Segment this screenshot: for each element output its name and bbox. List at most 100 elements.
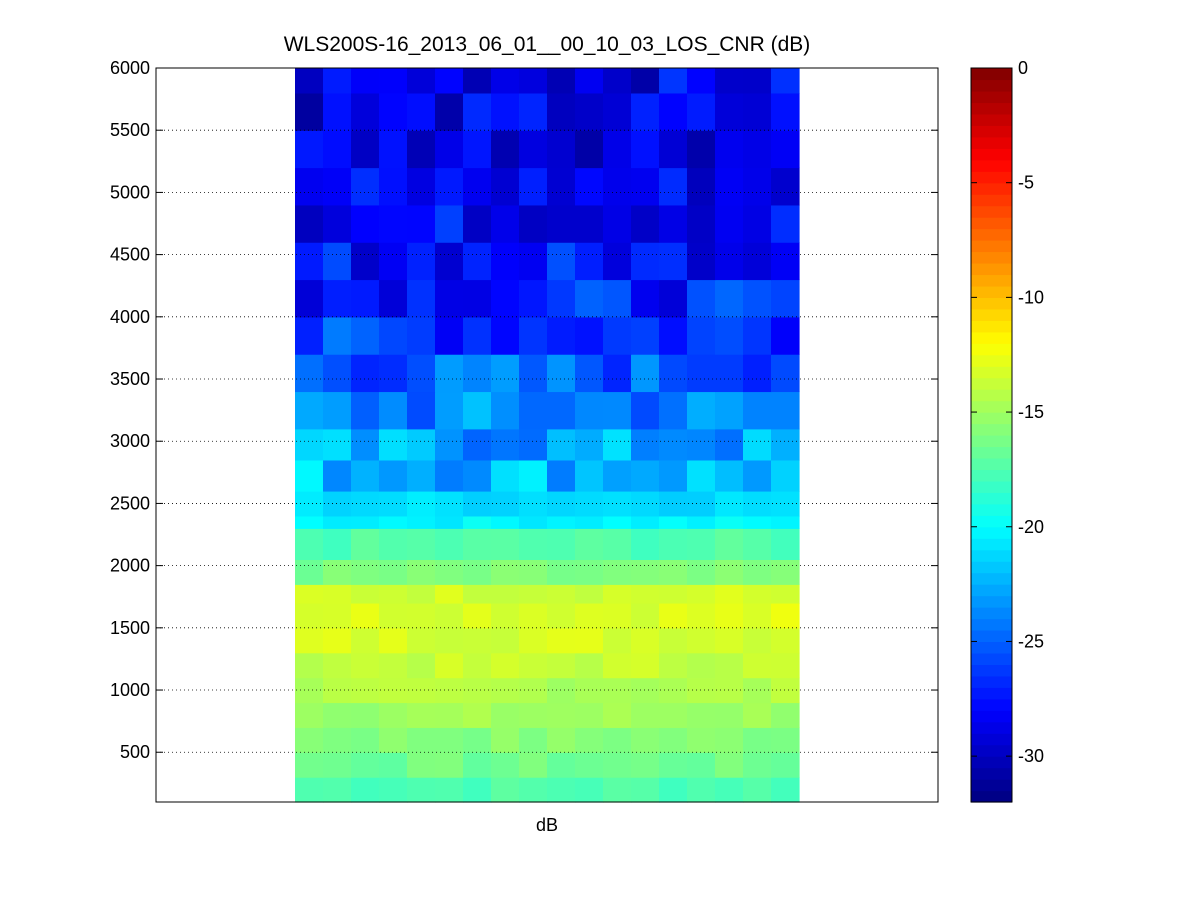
heatmap-cell: [715, 279, 744, 318]
heatmap-cell: [323, 391, 352, 430]
colorbar-gradient: [971, 68, 1012, 803]
heatmap-cell: [379, 130, 408, 169]
heatmap-cell: [351, 279, 380, 318]
heatmap-cell: [435, 459, 464, 492]
heatmap-cell: [687, 354, 716, 393]
heatmap-cell: [435, 428, 464, 461]
colorbar-step: [971, 171, 1012, 184]
heatmap-cell: [491, 528, 520, 561]
colorbar-step: [971, 675, 1012, 688]
heatmap-cell: [351, 204, 380, 243]
heatmap-cell: [295, 459, 324, 492]
heatmap-cell: [631, 167, 660, 206]
heatmap-cell: [407, 204, 436, 243]
heatmap-cell: [379, 204, 408, 243]
heatmap-cell: [715, 428, 744, 461]
heatmap-cell: [743, 354, 772, 393]
colorbar-step: [971, 389, 1012, 402]
heatmap-cell: [519, 627, 548, 654]
heatmap-cell: [771, 391, 800, 430]
heatmap-cell: [687, 68, 716, 94]
colorbar-axis: 0 -5 -10 -15 -20 -25 -30: [971, 58, 1044, 766]
colorbar-step: [971, 194, 1012, 207]
heatmap-cell: [771, 459, 800, 492]
heatmap-cell: [743, 752, 772, 778]
heatmap-cell: [491, 279, 520, 318]
heatmap-cell: [631, 130, 660, 169]
heatmap-cell: [295, 752, 324, 778]
heatmap-cell: [547, 204, 576, 243]
heatmap-cell: [323, 584, 352, 604]
heatmap-cell: [603, 391, 632, 430]
colorbar-step: [971, 469, 1012, 482]
colorbar-step: [971, 538, 1012, 551]
heatmap-cell: [575, 602, 604, 629]
heatmap-cell: [295, 68, 324, 94]
heatmap-cell: [659, 528, 688, 561]
heatmap-cell: [771, 752, 800, 778]
heatmap-cell: [491, 428, 520, 461]
colorbar-step: [971, 262, 1012, 276]
colorbar-step: [971, 629, 1012, 643]
heatmap-cell: [407, 167, 436, 206]
y-tick-label: 2000: [110, 556, 150, 576]
heatmap-cell: [379, 279, 408, 318]
colorbar-step: [971, 297, 1012, 310]
heatmap-cell: [575, 490, 604, 517]
heatmap-cell: [715, 777, 744, 803]
plot-area: 500 1000 1500 2000 2500 3000 3500 4000 4500 5000 5…: [110, 58, 939, 803]
heatmap-cell: [407, 459, 436, 492]
heatmap-cell: [715, 490, 744, 517]
heatmap-cell: [771, 130, 800, 169]
heatmap-cell: [603, 602, 632, 629]
heatmap-cell: [603, 130, 632, 169]
heatmap-cell: [379, 68, 408, 94]
heatmap-cell: [519, 242, 548, 281]
heatmap-cell: [715, 68, 744, 94]
heatmap-cell: [407, 727, 436, 753]
heatmap-cell: [715, 391, 744, 430]
heatmap-cell: [659, 727, 688, 753]
colorbar-tick-label: -5: [1018, 173, 1034, 193]
heatmap-cell: [603, 652, 632, 679]
heatmap-cell: [547, 68, 576, 94]
heatmap-cell: [463, 92, 492, 131]
heatmap-cell: [491, 167, 520, 206]
heatmap-cell: [659, 559, 688, 585]
heatmap-cell: [519, 602, 548, 629]
colorbar-step: [971, 366, 1012, 379]
heatmap-cell: [743, 279, 772, 318]
colorbar-step: [971, 710, 1012, 723]
heatmap-cell: [603, 515, 632, 529]
heatmap-cell: [687, 528, 716, 561]
heatmap-cell: [715, 702, 744, 728]
heatmap-cell: [603, 459, 632, 492]
y-tick-label: 1000: [110, 680, 150, 700]
colorbar-step: [971, 217, 1012, 230]
colorbar-step: [971, 664, 1012, 677]
heatmap-cell: [519, 279, 548, 318]
heatmap-cell: [491, 68, 520, 94]
colorbar-tick-label: -20: [1018, 517, 1044, 537]
heatmap-cell: [743, 515, 772, 529]
heatmap-cell: [491, 316, 520, 355]
heatmap-cell: [771, 242, 800, 281]
heatmap-cell: [631, 459, 660, 492]
heatmap-cell: [575, 515, 604, 529]
heatmap-cell: [575, 316, 604, 355]
heatmap-cell: [463, 652, 492, 679]
colorbar: 0 -5 -10 -15 -20 -25 -30: [970, 58, 1044, 803]
heatmap-cell: [435, 316, 464, 355]
heatmap-cell: [631, 559, 660, 585]
heatmap-cell: [519, 391, 548, 430]
heatmap-cell: [771, 677, 800, 704]
colorbar-step: [971, 90, 1012, 104]
heatmap-cell: [771, 204, 800, 243]
heatmap-cell: [715, 528, 744, 561]
heatmap-cell: [379, 777, 408, 803]
heatmap-cell: [435, 92, 464, 131]
heatmap-cell: [351, 459, 380, 492]
heatmap-cell: [379, 490, 408, 517]
heatmap-cell: [603, 584, 632, 604]
heatmap-cell: [491, 777, 520, 803]
